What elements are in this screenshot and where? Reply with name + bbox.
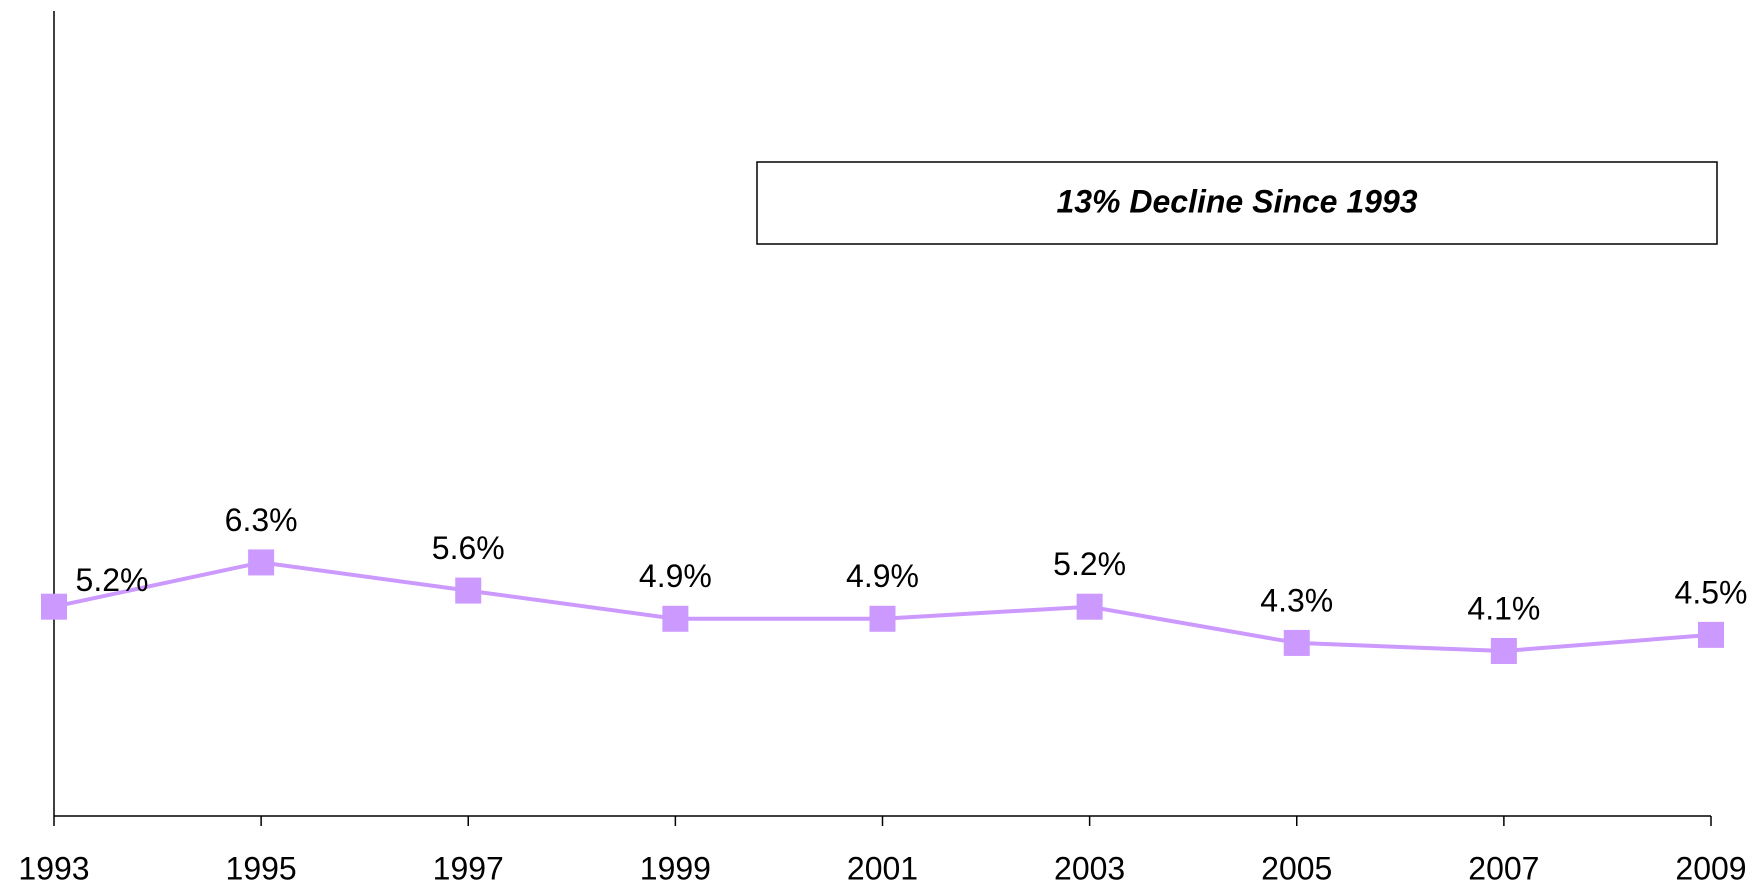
marker <box>1076 593 1103 620</box>
x-tick-label: 2009 <box>1675 850 1746 886</box>
marker <box>41 593 67 620</box>
x-tick-label: 2005 <box>1261 850 1332 886</box>
value-label: 5.2% <box>1053 546 1126 582</box>
x-tick-label: 2001 <box>847 850 918 886</box>
value-label: 4.9% <box>846 558 919 594</box>
x-tick-label: 2003 <box>1054 850 1125 886</box>
marker <box>1490 637 1517 664</box>
marker <box>1283 629 1310 656</box>
x-tick-label: 1993 <box>18 850 89 886</box>
value-label: 4.1% <box>1467 590 1540 626</box>
marker <box>662 605 689 632</box>
x-tick-label: 1997 <box>433 850 504 886</box>
annotation: 13% Decline Since 1993 <box>1056 183 1417 219</box>
value-label: 5.2% <box>76 562 149 598</box>
value-label: 4.3% <box>1260 582 1333 618</box>
value-label: 6.3% <box>225 502 298 538</box>
annotation-box <box>756 161 1718 245</box>
x-tick-label: 1995 <box>226 850 297 886</box>
marker <box>1698 621 1724 648</box>
x-tick-label: 1999 <box>640 850 711 886</box>
value-label: 4.9% <box>639 558 712 594</box>
marker <box>248 549 275 576</box>
marker <box>455 577 482 604</box>
x-tick-label: 2007 <box>1468 850 1539 886</box>
marker <box>869 605 896 632</box>
value-label: 4.5% <box>1675 574 1748 610</box>
value-label: 5.6% <box>432 530 505 566</box>
